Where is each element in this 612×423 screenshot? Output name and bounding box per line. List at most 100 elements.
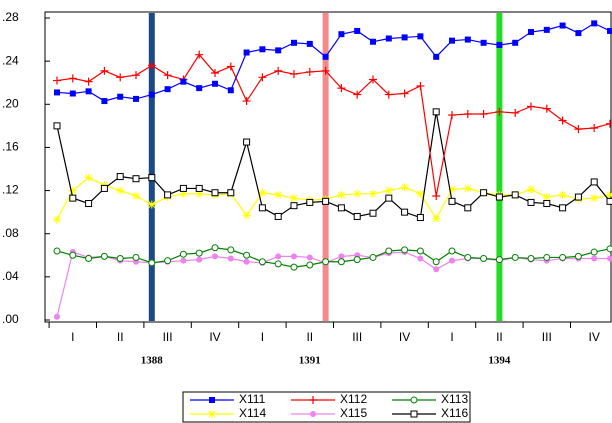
marker: [606, 245, 612, 253]
marker: [322, 53, 329, 60]
marker: [290, 263, 298, 271]
x-tick-label: III: [542, 330, 552, 344]
marker: [354, 27, 361, 34]
marker: [212, 253, 218, 260]
marker: [211, 69, 219, 78]
series-line: [56, 247, 611, 268]
marker: [290, 202, 298, 210]
marker: [511, 253, 519, 261]
marker: [275, 47, 282, 54]
marker: [180, 257, 187, 264]
marker: [511, 191, 519, 199]
y-tick-label: .00: [2, 312, 19, 326]
marker: [496, 41, 503, 48]
marker: [258, 204, 266, 212]
marker: [591, 255, 598, 262]
x-tick-label: II: [117, 330, 124, 344]
marker: [559, 253, 567, 261]
x-tick-label: III: [352, 330, 362, 344]
legend-box: [182, 391, 471, 423]
marker: [259, 46, 266, 53]
marker: [337, 190, 346, 199]
series-line: [56, 53, 611, 197]
marker: [480, 255, 488, 263]
marker: [54, 89, 60, 96]
legend-label: X111: [239, 392, 266, 406]
marker: [179, 184, 187, 192]
y-tick-label: .12: [2, 183, 19, 197]
marker: [416, 214, 424, 222]
marker: [309, 396, 317, 404]
marker: [432, 214, 441, 223]
marker: [148, 91, 155, 98]
marker: [163, 71, 172, 80]
marker: [53, 215, 61, 224]
marker: [116, 255, 124, 263]
marker: [306, 254, 313, 261]
marker: [258, 188, 267, 197]
legend-label: X113: [441, 392, 468, 406]
marker: [410, 396, 418, 404]
legend-label: X116: [441, 406, 468, 420]
marker: [274, 212, 282, 220]
marker: [511, 108, 520, 117]
marker: [133, 95, 139, 102]
marker: [337, 258, 345, 266]
marker: [211, 244, 219, 252]
marker: [306, 40, 313, 47]
marker: [291, 253, 297, 260]
marker: [85, 255, 93, 263]
marker: [416, 189, 425, 198]
marker: [258, 258, 266, 266]
marker: [432, 258, 440, 266]
marker: [606, 197, 612, 205]
marker: [243, 258, 250, 265]
marker: [385, 247, 393, 255]
series-line: [56, 22, 611, 102]
marker: [607, 27, 612, 34]
marker: [401, 208, 409, 216]
marker: [432, 108, 440, 116]
marker: [400, 183, 409, 192]
marker: [575, 30, 582, 37]
marker: [85, 200, 93, 208]
marker: [53, 247, 61, 255]
marker: [464, 204, 472, 212]
marker: [242, 211, 251, 220]
x-tick-label: I: [450, 330, 453, 344]
marker: [274, 190, 283, 199]
marker: [353, 212, 361, 220]
marker: [116, 186, 125, 195]
marker: [132, 191, 140, 200]
marker: [558, 116, 567, 125]
marker: [590, 178, 598, 186]
marker: [416, 247, 424, 255]
marker: [274, 66, 283, 75]
marker: [132, 175, 140, 183]
marker: [400, 89, 409, 98]
marker: [258, 73, 267, 82]
marker: [401, 246, 409, 254]
marker: [369, 75, 377, 84]
marker: [68, 74, 77, 83]
marker: [480, 39, 487, 46]
marker: [417, 33, 424, 40]
marker: [69, 90, 76, 97]
y-tick-label: .28: [2, 10, 19, 24]
marker: [559, 22, 566, 29]
marker: [100, 66, 109, 75]
x-tick-label: II: [306, 330, 313, 344]
marker: [384, 90, 393, 99]
marker: [212, 80, 218, 87]
marker: [53, 122, 61, 130]
marker: [179, 250, 187, 258]
x-tick-label: IV: [399, 330, 410, 344]
series: [53, 50, 612, 200]
marker: [527, 102, 535, 111]
x-tick-label: IV: [589, 330, 600, 344]
marker: [527, 255, 535, 263]
year-label: 1394: [488, 355, 511, 367]
marker: [117, 93, 124, 100]
marker: [591, 20, 598, 27]
